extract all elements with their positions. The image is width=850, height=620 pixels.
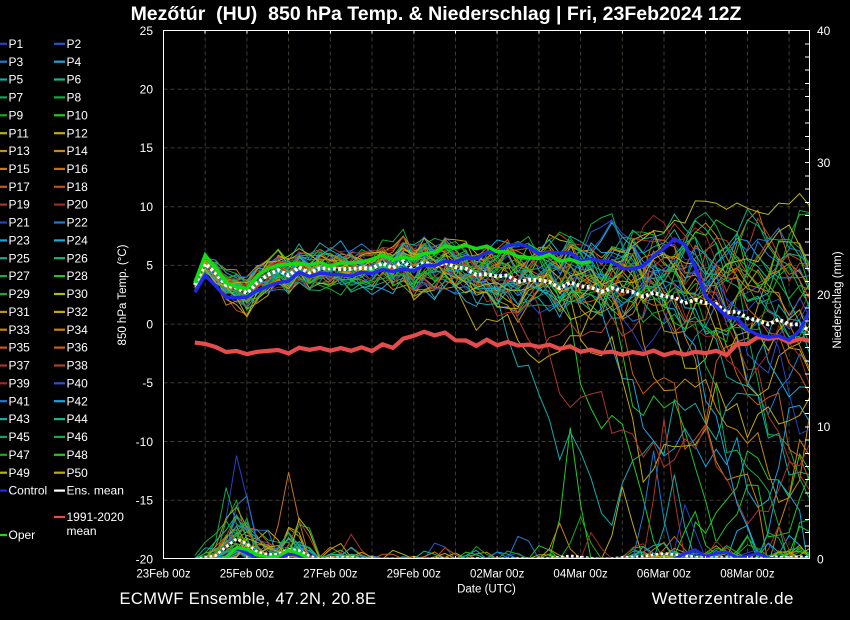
svg-text:06Mar 00z: 06Mar 00z <box>637 569 692 581</box>
svg-text:P22: P22 <box>67 216 89 230</box>
svg-text:P1: P1 <box>9 37 24 51</box>
svg-text:04Mar 00z: 04Mar 00z <box>553 569 608 581</box>
svg-text:P32: P32 <box>67 305 89 319</box>
svg-text:P28: P28 <box>67 269 89 283</box>
svg-text:10: 10 <box>140 200 154 214</box>
svg-text:mean: mean <box>67 524 97 538</box>
svg-text:P16: P16 <box>67 162 89 176</box>
svg-text:-10: -10 <box>136 435 154 449</box>
svg-text:P42: P42 <box>67 394 89 408</box>
svg-text:P47: P47 <box>9 448 31 462</box>
svg-text:P17: P17 <box>9 180 31 194</box>
svg-text:P30: P30 <box>67 287 89 301</box>
svg-text:Oper: Oper <box>9 528 36 542</box>
svg-text:P40: P40 <box>67 376 89 390</box>
svg-text:P15: P15 <box>9 162 31 176</box>
svg-text:P21: P21 <box>9 216 31 230</box>
svg-text:0: 0 <box>817 552 824 566</box>
svg-text:Mezőtúr (HU) 850 hPa Temp. &: Mezőtúr (HU) 850 hPa Temp. & Niederschla… <box>131 3 742 25</box>
svg-text:25Feb 00z: 25Feb 00z <box>220 569 275 581</box>
svg-text:1991-2020: 1991-2020 <box>67 510 125 524</box>
svg-text:Wetterzentrale.de: Wetterzentrale.de <box>652 589 794 608</box>
svg-text:P5: P5 <box>9 73 24 87</box>
svg-text:P20: P20 <box>67 198 89 212</box>
svg-text:P29: P29 <box>9 287 31 301</box>
svg-text:27Feb 00z: 27Feb 00z <box>303 569 358 581</box>
svg-text:P3: P3 <box>9 55 24 69</box>
svg-text:25: 25 <box>140 24 154 38</box>
svg-text:P7: P7 <box>9 91 24 105</box>
svg-text:29Feb 00z: 29Feb 00z <box>387 569 442 581</box>
svg-text:P13: P13 <box>9 144 31 158</box>
svg-text:P49: P49 <box>9 466 31 480</box>
svg-text:40: 40 <box>817 24 831 38</box>
svg-text:P35: P35 <box>9 341 31 355</box>
svg-text:Ens. mean: Ens. mean <box>67 484 124 498</box>
svg-text:P25: P25 <box>9 251 31 265</box>
svg-text:Niederschlag (mm): Niederschlag (mm) <box>832 251 844 348</box>
svg-text:P44: P44 <box>67 412 89 426</box>
svg-text:P50: P50 <box>67 466 89 480</box>
svg-text:Date (UTC): Date (UTC) <box>457 584 516 596</box>
svg-text:20: 20 <box>140 83 154 97</box>
svg-text:P27: P27 <box>9 269 31 283</box>
svg-text:P46: P46 <box>67 430 89 444</box>
svg-text:10: 10 <box>817 420 831 434</box>
svg-text:02Mar 00z: 02Mar 00z <box>470 569 525 581</box>
svg-text:P18: P18 <box>67 180 89 194</box>
svg-text:P2: P2 <box>67 37 82 51</box>
svg-text:P9: P9 <box>9 108 24 122</box>
svg-text:20: 20 <box>817 288 831 302</box>
svg-text:P39: P39 <box>9 376 31 390</box>
svg-text:P36: P36 <box>67 341 89 355</box>
svg-text:0: 0 <box>146 317 153 331</box>
svg-text:08Mar 00z: 08Mar 00z <box>720 569 775 581</box>
svg-text:P48: P48 <box>67 448 89 462</box>
svg-text:850 hPa Temp. (°C): 850 hPa Temp. (°C) <box>117 244 129 345</box>
svg-text:P38: P38 <box>67 359 89 373</box>
svg-text:P12: P12 <box>67 126 89 140</box>
svg-text:-20: -20 <box>136 552 154 566</box>
svg-text:P11: P11 <box>9 126 30 140</box>
svg-text:P23: P23 <box>9 233 31 247</box>
svg-text:P43: P43 <box>9 412 31 426</box>
svg-text:30: 30 <box>817 156 831 170</box>
svg-text:-15: -15 <box>136 494 154 508</box>
svg-text:P8: P8 <box>67 91 82 105</box>
svg-text:ECMWF Ensemble, 47.2N, 20.8E: ECMWF Ensemble, 47.2N, 20.8E <box>120 590 377 608</box>
svg-text:-5: -5 <box>142 376 153 390</box>
svg-text:P6: P6 <box>67 73 82 87</box>
svg-text:P26: P26 <box>67 251 89 265</box>
svg-text:P4: P4 <box>67 55 82 69</box>
svg-text:5: 5 <box>146 259 153 273</box>
svg-text:P33: P33 <box>9 323 31 337</box>
svg-text:P45: P45 <box>9 430 31 444</box>
svg-text:Control: Control <box>9 484 48 498</box>
svg-text:23Feb 00z: 23Feb 00z <box>136 569 191 581</box>
svg-text:P41: P41 <box>9 394 31 408</box>
svg-text:P24: P24 <box>67 233 89 247</box>
svg-text:P31: P31 <box>9 305 31 319</box>
svg-text:15: 15 <box>140 141 154 155</box>
svg-text:P10: P10 <box>67 108 89 122</box>
svg-text:P14: P14 <box>67 144 89 158</box>
svg-text:P19: P19 <box>9 198 31 212</box>
svg-text:P37: P37 <box>9 359 31 373</box>
svg-text:P34: P34 <box>67 323 89 337</box>
